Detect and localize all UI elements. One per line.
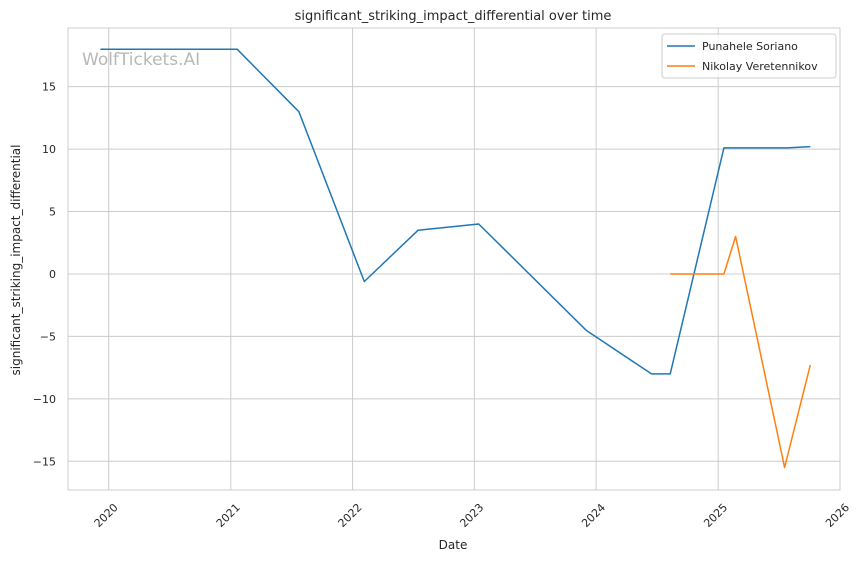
y-tick-label: 5: [49, 206, 56, 219]
series-line-punahele-soriano: [100, 48, 811, 375]
x-tick-label: 2025: [701, 501, 730, 530]
plot-frame: [67, 27, 841, 491]
x-axis-label: Date: [439, 538, 468, 552]
grid: [68, 28, 841, 490]
x-tick-label: 2026: [823, 501, 852, 530]
chart-title: significant_striking_impact_differential…: [295, 9, 612, 24]
legend-box: [661, 33, 837, 79]
y-tick-label: 10: [42, 143, 56, 156]
x-tick-label: 2024: [579, 501, 608, 530]
watermark: WolfTickets.AI: [82, 50, 200, 70]
y-tick-label: 0: [49, 268, 56, 281]
series-line-nikolay-veretennikov: [670, 235, 812, 469]
legend-label-nikolay-veretennikov: Nikolay Veretennikov: [702, 60, 818, 73]
y-tick-label: −15: [33, 455, 56, 468]
series-lines: [100, 48, 812, 469]
x-tick-label: 2021: [214, 501, 243, 530]
legend: Punahele Soriano Nikolay Veretennikov: [661, 33, 837, 79]
y-tick-label: −5: [40, 330, 56, 343]
x-tick-label: 2023: [457, 501, 486, 530]
x-tick-label: 2022: [336, 501, 365, 530]
y-axis-label: significant_striking_impact_differential: [9, 145, 23, 376]
x-tick-label: 2020: [92, 501, 121, 530]
legend-label-punahele-soriano: Punahele Soriano: [702, 40, 798, 53]
y-tick-label: 15: [42, 81, 56, 94]
y-tick-label: −10: [33, 393, 56, 406]
